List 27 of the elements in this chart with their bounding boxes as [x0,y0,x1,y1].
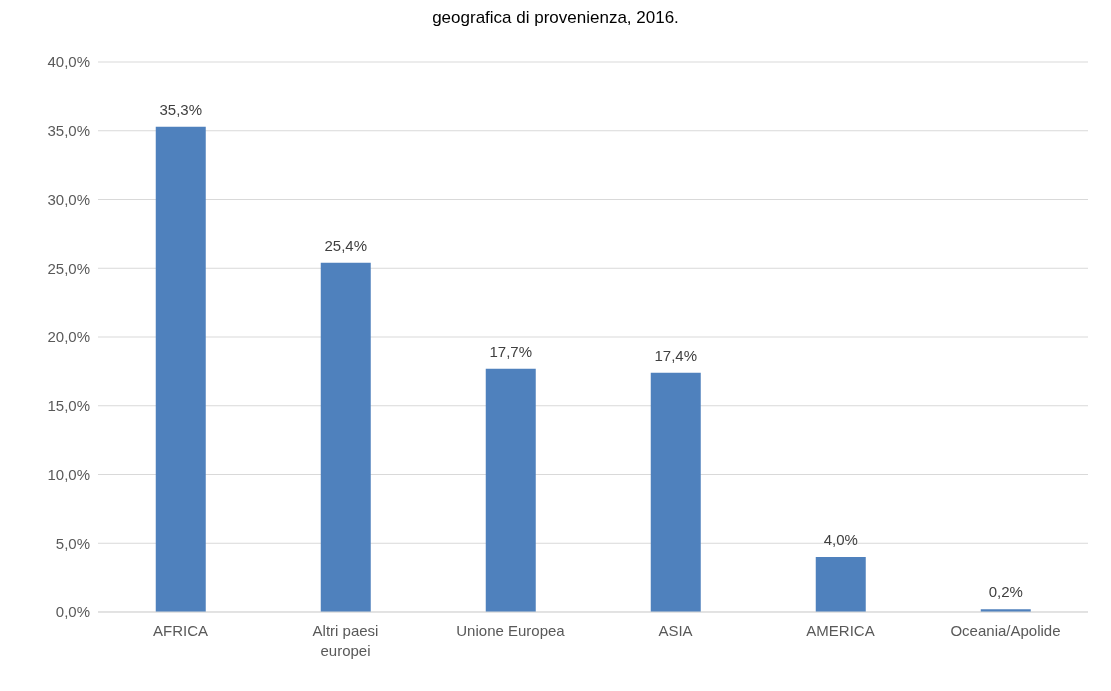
data-label: 4,0% [823,531,858,548]
bar [485,368,536,612]
x-tick-label: ASIA [658,622,693,639]
x-tick-label: Unione Europea [456,622,566,639]
y-tick-label: 20,0% [47,328,90,346]
bar [650,372,701,612]
y-tick-label: 10,0% [47,465,90,483]
y-tick-label: 30,0% [47,190,90,208]
data-label: 17,4% [654,346,698,364]
y-tick-label: 40,0% [47,53,90,71]
y-tick-label: 0,0% [55,603,90,621]
x-tick-label: Oceania/Apolide [950,622,1061,639]
data-label: 25,4% [324,236,368,254]
data-label: 0,2% [988,583,1023,601]
y-tick-label: 15,0% [47,397,90,415]
x-tick-label: AFRICA [152,622,209,639]
x-tick-label: Altri paesi europei [312,622,379,659]
data-label: 17,7% [489,342,533,360]
bar [815,557,866,612]
data-label: 35,3% [159,100,203,118]
y-tick-label: 5,0% [55,534,90,552]
bar [155,126,206,612]
y-tick-label: 25,0% [47,259,90,277]
bar [320,262,371,612]
x-tick-label: AMERICA [806,622,875,639]
chart-title: geografica di provenienza, 2016. [431,8,680,29]
y-tick-label: 35,0% [47,122,90,140]
